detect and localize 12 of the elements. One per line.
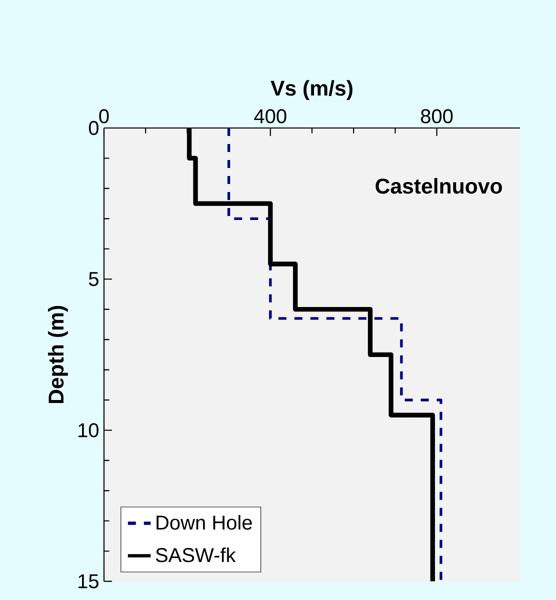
x-axis-title: Vs (m/s) xyxy=(270,80,352,100)
legend-label: Down Hole xyxy=(156,515,252,530)
x-tick-label: 0 xyxy=(99,109,109,124)
x-tick-label: 400 xyxy=(254,109,286,124)
y-tick-label: 0 xyxy=(88,120,98,136)
y-tick-label: 10 xyxy=(78,423,98,438)
x-tick-label: 800 xyxy=(420,109,453,124)
legend-label: SASW-fk xyxy=(156,548,236,562)
annotation: Castelnuovo xyxy=(376,178,502,194)
y-tick-label: 5 xyxy=(88,272,98,286)
y-tick-label: 15 xyxy=(78,574,98,588)
y-axis-title: Depth (m) xyxy=(48,306,68,404)
